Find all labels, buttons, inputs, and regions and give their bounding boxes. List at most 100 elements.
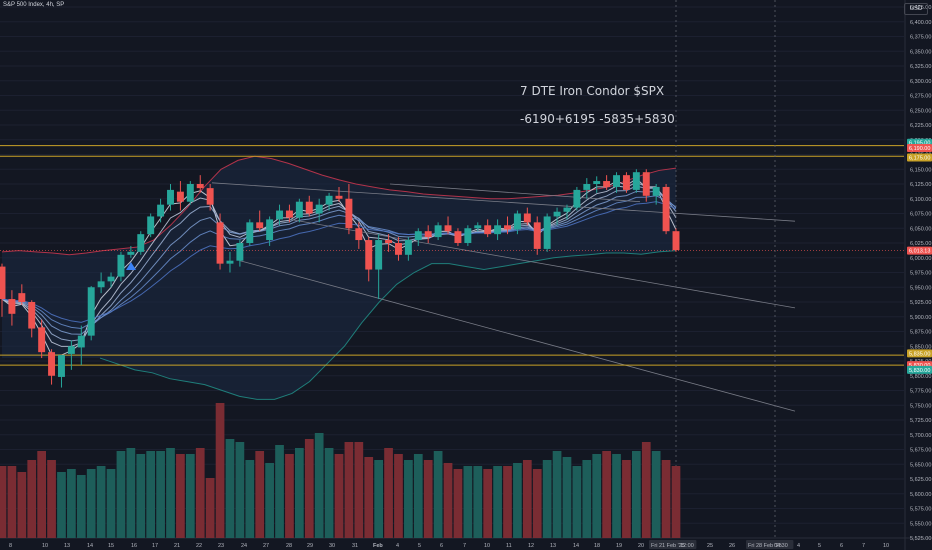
candle-body [176, 191, 184, 202]
time-tick-label: 19 [616, 543, 622, 549]
time-tag [746, 540, 794, 549]
candle-body [28, 302, 36, 329]
candle-body [97, 281, 105, 288]
candle [573, 186, 581, 211]
price-tag-label: 6,013.13 [909, 249, 930, 255]
candle-body [662, 186, 670, 232]
volume-bar [433, 451, 443, 538]
volume-bar [493, 466, 502, 538]
time-tick-label: 30 [329, 543, 335, 549]
time-tick-label: 12 [528, 543, 534, 549]
candle-body [474, 225, 482, 229]
price-tick-label: 5,775.00 [910, 389, 931, 395]
candle [375, 234, 383, 300]
candle-body [0, 266, 6, 300]
time-tick-label: 29 [307, 543, 313, 549]
candle-body [8, 299, 16, 314]
candle [424, 225, 432, 243]
candle [305, 195, 313, 217]
time-tick-label: 14 [87, 543, 93, 549]
moving-average-line [1, 201, 677, 323]
volume-bar [106, 469, 116, 538]
price-tick-label: 6,250.00 [910, 108, 931, 114]
volume-bar [562, 457, 572, 538]
volume-bar [404, 460, 413, 538]
candle-body [365, 240, 373, 270]
volume-bar [374, 460, 384, 538]
time-tick-label: 13 [64, 543, 70, 549]
candle-body [157, 204, 165, 217]
volume-bar [622, 460, 631, 538]
candle [662, 184, 670, 235]
volume-bar [0, 466, 7, 538]
candle [38, 319, 46, 359]
candle [48, 349, 56, 385]
currency-button[interactable]: USD [904, 3, 928, 15]
candle-body [573, 189, 581, 208]
price-tick-label: 5,750.00 [910, 403, 931, 409]
trend-line [211, 182, 796, 222]
candle-body [196, 184, 204, 189]
candle-body [67, 346, 75, 354]
candle [494, 219, 502, 241]
volume-bar [195, 448, 205, 538]
candle [97, 272, 105, 294]
volume-bar [522, 460, 532, 538]
candle-body [613, 175, 620, 187]
candle [385, 234, 393, 252]
candle-body [434, 225, 442, 238]
time-tick-label: 26 [729, 543, 735, 549]
candle [0, 263, 6, 317]
upper-band-line [1, 155, 677, 256]
price-tick-label: 5,675.00 [910, 448, 931, 454]
trend-line [389, 183, 641, 203]
volume-bar [503, 466, 512, 538]
volume-bar [235, 442, 245, 538]
price-tag-label: 6,195.00 [909, 141, 930, 147]
price-tick-label: 6,150.00 [910, 167, 931, 173]
volume-bar [37, 451, 47, 538]
signal-triangle-icon [126, 262, 136, 270]
candle [266, 216, 274, 246]
price-tick-label: 5,650.00 [910, 462, 931, 468]
price-tick-label: 6,000.00 [910, 256, 931, 262]
volume-bar [661, 460, 671, 538]
volume-bar [96, 466, 106, 538]
price-tag-label: 6,190.00 [909, 146, 930, 152]
volume-bar [394, 454, 403, 538]
price-tick-label: 6,025.00 [910, 241, 931, 247]
price-tick-label: 5,700.00 [910, 433, 931, 439]
volume-bar [651, 451, 661, 538]
price-tag [907, 349, 932, 358]
candle-body [672, 231, 680, 251]
volume-bar [215, 403, 225, 538]
candle-body [38, 327, 46, 353]
time-tick-label: 16 [131, 543, 137, 549]
candle-body [642, 172, 650, 196]
price-axis: 6,425.00 6,400.00 6,375.00 6,350.00 6,325.00… [910, 5, 931, 542]
candle-body [563, 207, 571, 212]
candle [107, 272, 115, 288]
candle-body [325, 195, 333, 205]
time-tick-label: 17 [152, 543, 158, 549]
candle-body [285, 210, 293, 218]
price-tick-label: 6,350.00 [910, 49, 931, 55]
volume-bar [334, 454, 344, 538]
candle [593, 176, 601, 193]
candle-body [315, 204, 323, 214]
price-tick-label: 5,975.00 [910, 271, 931, 277]
time-tick-label: 31 [352, 543, 358, 549]
time-tick-label: 27 [263, 543, 269, 549]
candle-body [622, 175, 630, 190]
candle [28, 300, 36, 338]
candle [444, 216, 452, 235]
time-tick-label: 11 [506, 543, 512, 549]
volume-bar [225, 439, 235, 538]
candle [345, 184, 353, 235]
candle [315, 198, 323, 223]
volume-bar [116, 451, 126, 538]
candle [355, 222, 363, 249]
price-tick-label: 6,100.00 [910, 197, 931, 203]
volume-bar [314, 433, 324, 538]
